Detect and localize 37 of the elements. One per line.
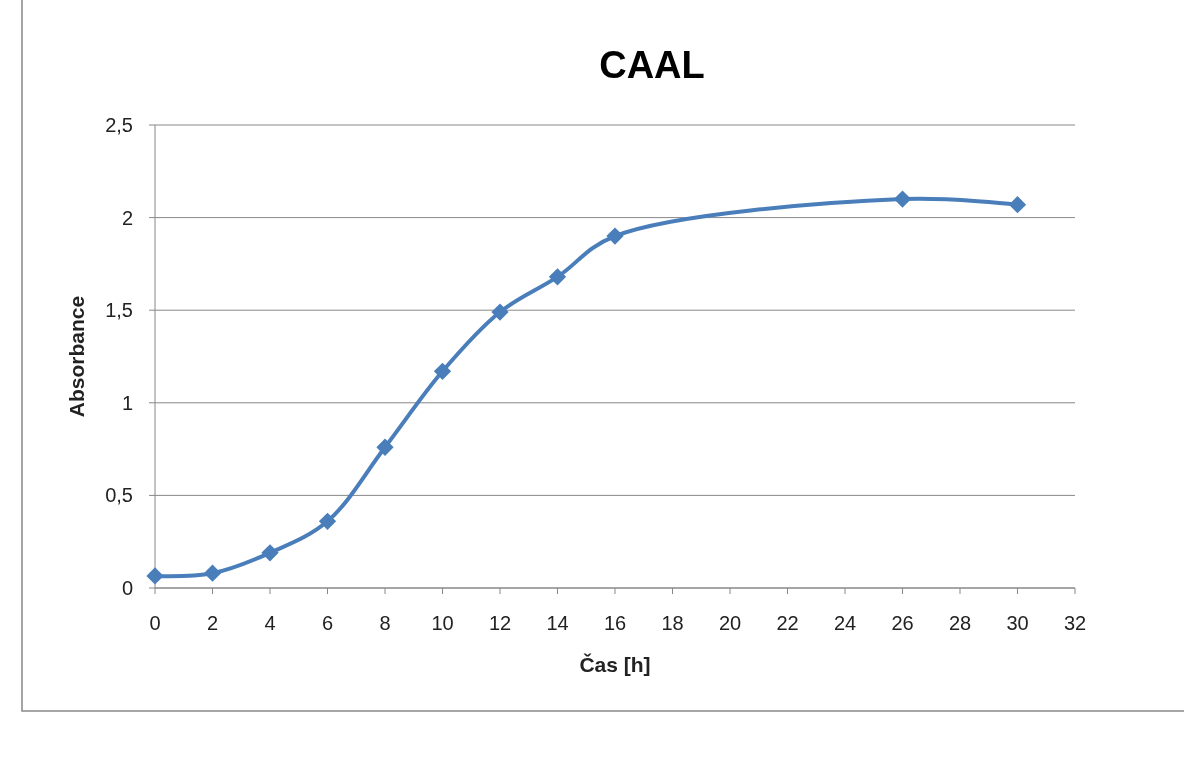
y-tick-label: 1 bbox=[121, 391, 133, 414]
x-tick-label: 30 bbox=[1006, 612, 1029, 634]
x-tick-label: 32 bbox=[1063, 612, 1087, 634]
point bbox=[318, 512, 337, 530]
x-tick-label: 2 bbox=[206, 612, 219, 634]
x-tick-label: 0 bbox=[149, 612, 161, 634]
point bbox=[261, 544, 279, 562]
x-axis-title: Čas [h] bbox=[579, 653, 651, 676]
x-tick-label: 26 bbox=[891, 612, 914, 634]
y-tick-label: 0 bbox=[121, 577, 133, 599]
x-tick-label: 6 bbox=[321, 612, 334, 634]
x-tick-label: 16 bbox=[603, 612, 627, 634]
point bbox=[893, 190, 912, 208]
point bbox=[376, 438, 394, 456]
point bbox=[1008, 196, 1027, 214]
x-tick-label: 22 bbox=[776, 612, 799, 634]
x-tick-label: 8 bbox=[379, 612, 391, 634]
x-tick-label: 10 bbox=[431, 612, 454, 634]
y-axis-title: Absorbance bbox=[65, 295, 88, 418]
x-tick-label: 14 bbox=[546, 612, 569, 634]
point bbox=[548, 268, 567, 286]
point bbox=[203, 564, 222, 582]
x-tick-label: 28 bbox=[948, 612, 972, 634]
point bbox=[606, 227, 624, 245]
point bbox=[146, 567, 164, 585]
x-tick-label: 18 bbox=[661, 612, 684, 634]
y-tick-label: 1,5 bbox=[105, 299, 133, 322]
point bbox=[491, 303, 509, 321]
y-tick-label: 0,5 bbox=[105, 484, 133, 507]
point bbox=[433, 362, 452, 380]
y-tick-label: 2,5 bbox=[105, 114, 133, 136]
x-tick-label: 4 bbox=[264, 612, 276, 634]
x-tick-label: 24 bbox=[833, 612, 857, 634]
y-tick-label: 2 bbox=[121, 206, 133, 229]
chart-title: CAAL bbox=[599, 44, 705, 86]
x-tick-label: 20 bbox=[718, 612, 742, 634]
x-tick-label: 12 bbox=[488, 612, 512, 634]
